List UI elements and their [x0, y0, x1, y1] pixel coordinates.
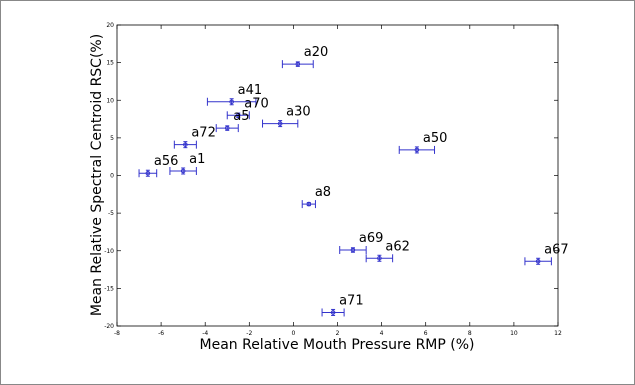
point-label: a72	[191, 126, 216, 141]
y-tick-label: -5	[108, 210, 114, 217]
x-tick-label: -2	[246, 330, 252, 337]
data-point: a70	[226, 96, 269, 120]
data-point: a71	[321, 293, 364, 317]
x-axis-label: Mean Relative Mouth Pressure RMP (%)	[200, 337, 475, 353]
point-label: a71	[339, 293, 364, 308]
point-marker	[295, 61, 301, 67]
data-point: a50	[398, 131, 448, 154]
x-tick-label: -4	[202, 330, 208, 337]
y-tick-label: -10	[104, 248, 114, 255]
y-tick-label: 5	[110, 135, 114, 142]
y-tick-label: -15	[104, 285, 114, 292]
y-tick-label: -20	[104, 323, 114, 330]
data-point: a62	[365, 239, 410, 263]
point-marker	[535, 258, 541, 264]
y-tick-label: 0	[110, 173, 114, 180]
point-label: a69	[359, 231, 384, 246]
point-marker	[229, 99, 234, 105]
point-marker	[414, 147, 420, 153]
data-point: a67	[524, 242, 569, 266]
point-label: a20	[304, 45, 329, 60]
point-marker	[330, 310, 336, 315]
data-point: a69	[339, 231, 384, 254]
point-label: a56	[154, 154, 179, 169]
data-point: a5	[215, 109, 250, 133]
point-marker	[224, 125, 230, 131]
y-tick-label: 10	[106, 97, 114, 104]
data-point: a56	[138, 154, 179, 178]
y-tick-label: 15	[106, 60, 114, 67]
x-tick-label: 4	[380, 330, 384, 337]
x-tick-label: 10	[510, 330, 518, 337]
point-marker	[350, 247, 356, 253]
point-label: a41	[238, 83, 263, 98]
x-tick-label: 8	[468, 330, 472, 337]
x-tick-label: -8	[114, 330, 120, 337]
point-label: a8	[315, 185, 331, 200]
plot-area	[116, 24, 559, 327]
x-tick-label: 6	[424, 330, 428, 337]
data-point: a30	[262, 105, 311, 128]
y-axis-ticks: -20 -15 -10 -5 0 5 10 15 20	[104, 22, 558, 330]
point-label: a30	[286, 105, 311, 120]
y-tick-label: 20	[106, 22, 114, 29]
point-label: a50	[423, 131, 448, 146]
point-marker	[377, 255, 382, 261]
point-marker	[235, 113, 241, 118]
x-axis-ticks: -8 -6 -4 -2 0 2 4 6 8 10 12	[114, 25, 562, 337]
point-label: a5	[233, 109, 249, 124]
point-label: a67	[544, 242, 569, 257]
point-marker	[180, 168, 186, 174]
data-point: a1	[169, 152, 205, 175]
data-point: a20	[281, 45, 329, 69]
data-point: a8	[301, 185, 331, 209]
x-tick-label: 0	[291, 330, 295, 337]
y-axis-label: Mean Relative Spectral Centroid RSC(%)	[89, 34, 105, 316]
data-point: a72	[173, 126, 216, 149]
x-tick-label: 2	[336, 330, 340, 337]
x-tick-label: -6	[158, 330, 164, 337]
point-label: a62	[385, 239, 410, 254]
point-marker	[183, 142, 188, 147]
x-tick-label: 12	[554, 330, 562, 337]
point-marker	[145, 170, 151, 176]
data-point: a41	[206, 83, 263, 106]
point-label: a70	[244, 96, 269, 111]
point-marker	[277, 121, 283, 126]
point-marker	[306, 201, 312, 207]
point-label: a1	[189, 152, 205, 167]
